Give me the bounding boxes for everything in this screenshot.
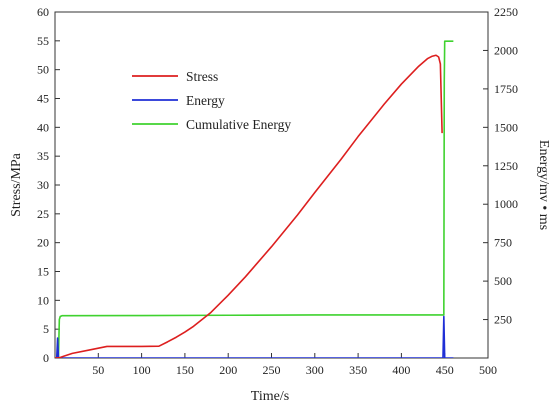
y-left-tick-label: 55 [37, 34, 49, 48]
y-right-tick-label: 750 [494, 236, 512, 250]
y-left-tick-label: 0 [43, 351, 49, 365]
y-left-tick-label: 60 [37, 5, 49, 19]
y-right-tick-label: 2250 [494, 5, 518, 19]
series-line-stress [55, 54, 443, 358]
plot-frame [54, 11, 489, 359]
x-tick-label: 150 [176, 363, 194, 377]
y-right-tick-label: 1500 [494, 120, 518, 134]
y-left-tick-label: 20 [37, 236, 49, 250]
y-left-tick-label: 5 [43, 322, 49, 336]
series-line-energy [55, 315, 454, 358]
y-left-tick-label: 10 [37, 293, 49, 307]
x-tick-label: 450 [436, 363, 454, 377]
legend-label-stress: Stress [186, 69, 218, 84]
x-tick-label: 400 [392, 363, 410, 377]
y-left-tick-label: 45 [37, 92, 49, 106]
y-left-tick-label: 35 [37, 149, 49, 163]
plot-area: 50 100 150 200 250 300 350 400 450 500 0 5 10 15 20 25 3… [37, 5, 518, 377]
x-tick-label: 50 [92, 363, 104, 377]
x-tick-label: 250 [263, 363, 281, 377]
legend-label-cumulative-energy: Cumulative Energy [186, 117, 291, 132]
y-right-tick-label: 250 [494, 313, 512, 327]
y-left-tick-label: 25 [37, 207, 49, 221]
y-right-tick-label: 500 [494, 274, 512, 288]
y-axis-right-label: Energy/mv • ms [536, 140, 550, 230]
y-right-tick-label: 1000 [494, 197, 518, 211]
x-tick-label: 200 [219, 363, 237, 377]
y-axis-left-label: Stress/MPa [9, 152, 24, 217]
x-axis-label: Time/s [251, 389, 289, 404]
legend-label-energy: Energy [186, 93, 225, 108]
series-line-cumulative-energy [55, 40, 454, 358]
y-right-tick-label: 1750 [494, 82, 518, 96]
x-tick-label: 500 [479, 363, 497, 377]
y-left-tick-label: 40 [37, 120, 49, 134]
legend: Stress Energy Cumulative Energy [132, 69, 291, 132]
x-tick-label: 100 [133, 363, 151, 377]
x-tick-label: 300 [306, 363, 324, 377]
y-left-tick-label: 30 [37, 178, 49, 192]
x-tick-label: 350 [349, 363, 367, 377]
y-left-tick-label: 50 [37, 63, 49, 77]
y-right-tick-label: 2000 [494, 43, 518, 57]
y-left-tick-label: 15 [37, 265, 49, 279]
y-right-tick-label: 1250 [494, 159, 518, 173]
